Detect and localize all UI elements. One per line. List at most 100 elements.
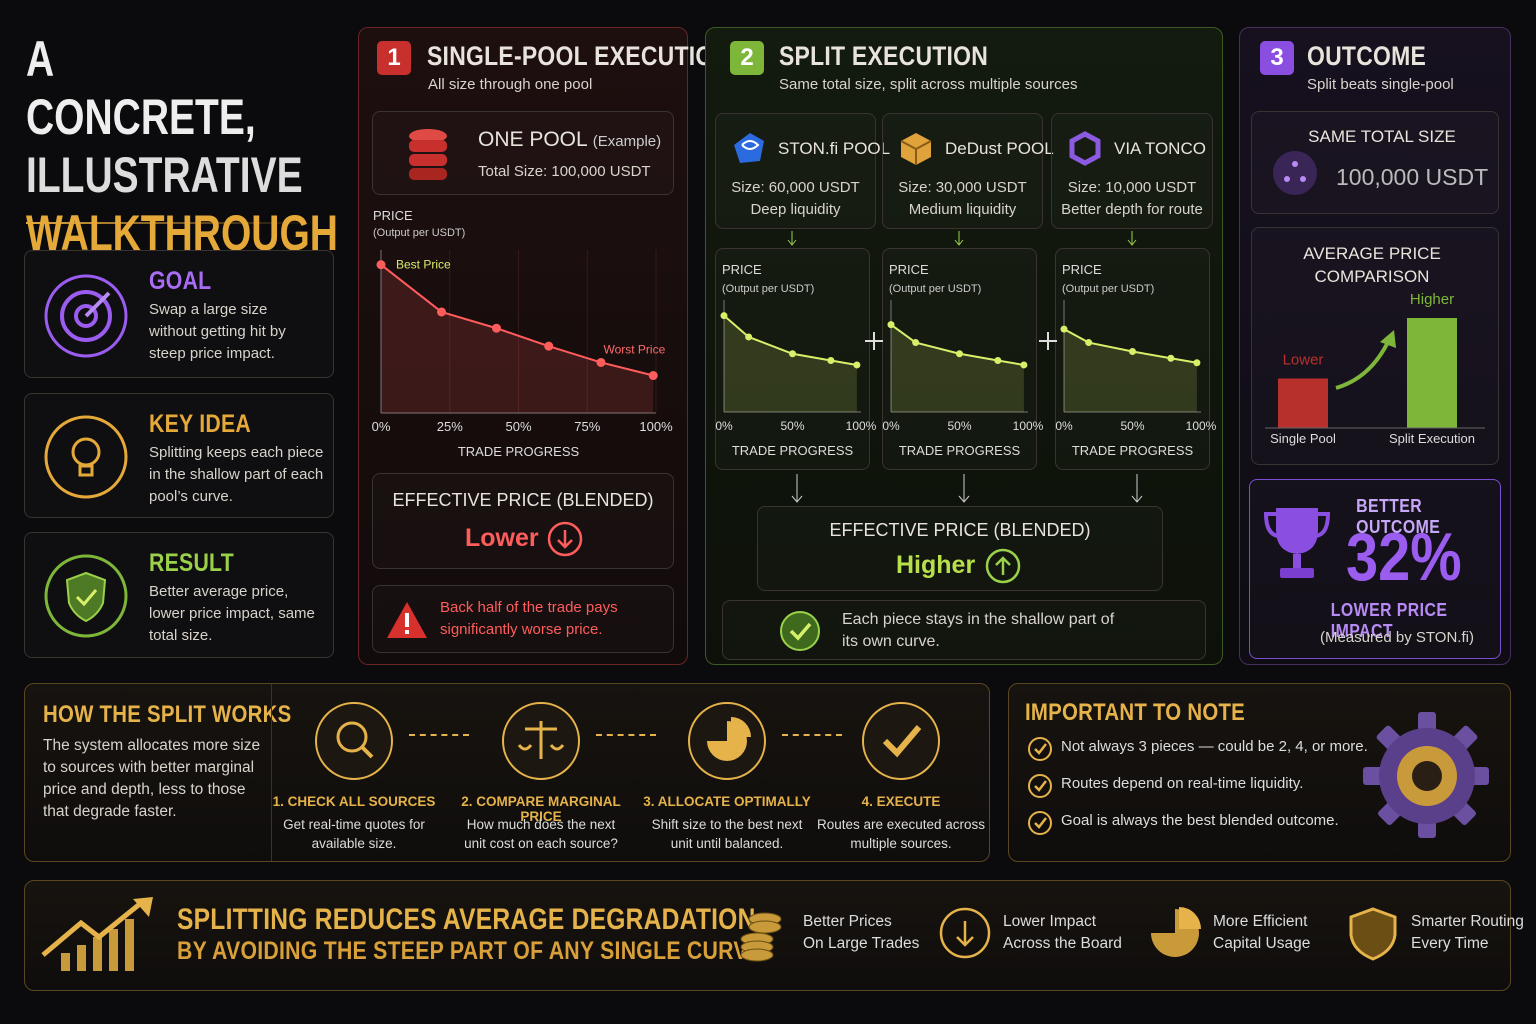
check-icon [780,611,820,651]
pool-name-row: ONE POOL (Example) [478,128,661,152]
total-label: SAME TOTAL SIZE [1308,127,1456,146]
source-name: STON.fi POOL [778,139,891,158]
effective-card: EFFECTIVE PRICE (BLENDED) Higher [757,506,1163,591]
effective-label: EFFECTIVE PRICE (BLENDED) [392,490,654,510]
idea-icon [44,415,128,499]
chart-card [882,248,1037,470]
note-item: Goal is always the best blended outcome. [1061,812,1339,829]
step-text: Routes are executed across multiple sour… [816,817,986,851]
measured: (Measured by STON.fi) [1320,629,1474,646]
benefit-icon [1349,907,1397,961]
check-icon [1028,774,1052,798]
source-size: Size: 60,000 USDT [731,179,860,196]
check-icon [1028,737,1052,761]
step-icon [502,702,580,780]
source-note: Deep liquidity [750,201,841,218]
warning-card: Back half of the trade pays significantl… [372,585,674,653]
note-title: IMPORTANT TO NOTE [1025,699,1246,726]
source-card: VIA TONCO Size: 10,000 USDT Better depth f… [1051,113,1213,229]
effective-value: Lower [465,524,539,552]
card-title: RESULT [149,549,234,577]
title-line: A CONCRETE, [26,31,256,145]
pool-icon [409,129,447,180]
step-arrow [782,734,842,736]
step-badge: 3 [1260,41,1294,75]
pool-size: Total Size: 100,000 USDT [478,163,651,180]
benefit-line: Smarter Routing [1411,913,1524,930]
warning-icon [387,602,427,638]
chart-card [715,248,870,470]
comparison-card: AVERAGE PRICE COMPARISON [1251,227,1499,465]
note-text: Each piece stays in the shallow part of … [842,611,1115,650]
note-card: Each piece stays in the shallow part of … [722,600,1206,660]
pool-card: ONE POOL (Example) Total Size: 100,000 U… [372,111,674,195]
step-title: 4. EXECUTE [861,794,941,809]
benefit-line: Capital Usage [1213,935,1311,952]
headline: BY AVOIDING THE STEEP PART OF ANY SINGLE… [177,937,769,965]
source-name: DeDust POOL [945,139,1054,158]
better-card: BETTER OUTCOME 32% LOWER PRICE IMPACT (M… [1249,479,1501,659]
goal-card: GOAL Swap a large size without getting h… [24,250,334,378]
effective-value: Higher [896,551,976,579]
panel-title: OUTCOME [1307,41,1427,71]
goal-icon [44,274,128,358]
shield-icon [44,554,128,638]
percent: 32% [1346,519,1462,595]
source-icon [734,133,764,163]
card-text: Better average price, lower price impact… [149,583,315,644]
step-arrow [409,734,469,736]
panel-subtitle: All size through one pool [428,76,593,93]
how-title: HOW THE SPLIT WORKS [43,701,292,728]
step-title: 3. ALLOCATE OPTIMALLY [643,794,811,809]
card-title: KEY IDEA [149,410,252,438]
split-icon [1273,151,1317,195]
result-card: RESULT Better average price, lower price… [24,532,334,658]
step-badge: 1 [377,41,411,75]
pool-note: (Example) [592,133,662,150]
key-idea-card: KEY IDEA Splitting keeps each piece in t… [24,393,334,518]
benefit-line: Across the Board [1003,935,1122,952]
page-title: A CONCRETE, ILLUSTRATIVE WALKTHROUGH [26,30,338,262]
step-icon [688,702,766,780]
separator [271,684,272,861]
better-label: BETTER OUTCOME [1356,496,1441,537]
how-text: The system allocates more size to source… [43,737,261,820]
source-icon [900,133,932,165]
benefit-line: Lower Impact [1003,913,1097,930]
note-item: Not always 3 pieces — could be 2, 4, or … [1061,738,1368,755]
source-note: Better depth for route [1061,201,1203,218]
source-card: DeDust POOL Size: 30,000 USDT Medium liqui… [882,113,1054,229]
source-size: Size: 30,000 USDT [898,179,1027,196]
divider [26,222,316,224]
comparison-title: AVERAGE PRICE COMPARISON [1303,244,1441,286]
step-arrow [596,734,656,736]
title-line: ILLUSTRATIVE [26,147,303,203]
benefit-icon [740,912,782,962]
note-item: Routes depend on real-time liquidity. [1061,775,1304,792]
step-icon [315,702,393,780]
step-text: Get real-time quotes for available size. [283,817,425,851]
trophy-icon [1263,508,1331,578]
growth-icon [41,897,153,971]
benefit-line: More Efficient [1213,913,1308,930]
benefit-icon [939,907,991,959]
step-icon [862,702,940,780]
effective-label: EFFECTIVE PRICE (BLENDED) [829,520,1091,540]
pool-name: ONE POOL [478,128,587,151]
how-panel: HOW THE SPLIT WORKS The system allocates… [24,683,990,862]
card-title: GOAL [149,267,212,295]
card-text: Swap a large size without getting hit by… [149,301,286,362]
down-icon [547,521,583,557]
step-badge: 2 [730,41,764,75]
gear-icon [1363,712,1489,838]
source-card: STON.fi POOL Size: 60,000 USDT Deep liquid… [715,113,890,229]
benefit-icon [1151,907,1201,957]
step-text: How much does the next unit cost on each… [464,817,618,851]
total-card: SAME TOTAL SIZE 100,000 USDT [1251,111,1499,214]
footer-panel: SPLITTING REDUCES AVERAGE DEGRADATION BY… [24,880,1524,991]
note-panel: IMPORTANT TO NOTE Not always 3 pieces — … [1008,683,1511,862]
step-title: 2. COMPARE MARGINAL PRICE [461,794,621,824]
benefit-line: Every Time [1411,935,1489,952]
impact-label: LOWER PRICE IMPACT [1330,600,1448,641]
